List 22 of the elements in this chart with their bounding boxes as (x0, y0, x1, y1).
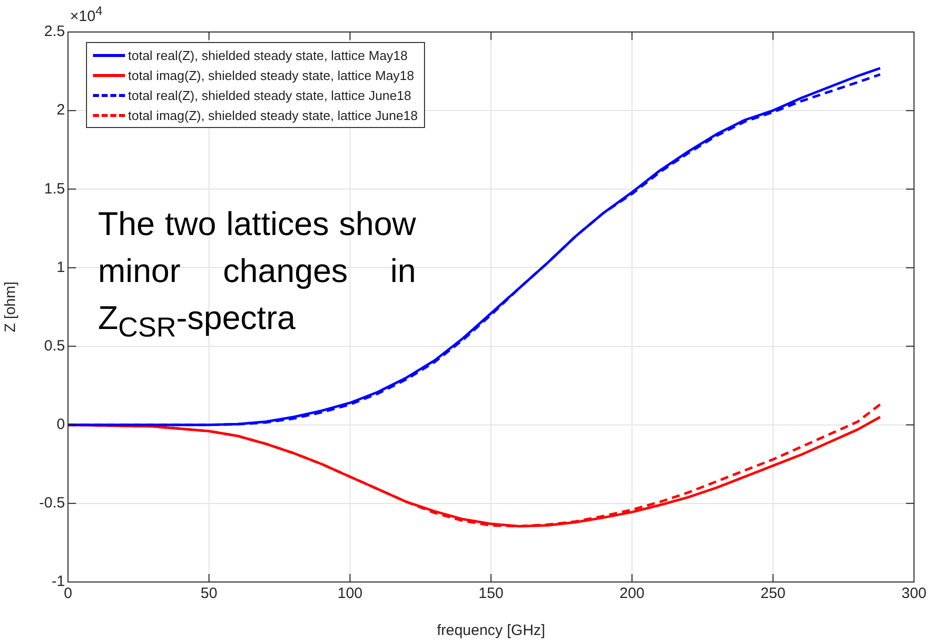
legend-label: total real(Z), shielded steady state, lattice May18 (128, 48, 408, 62)
x-tick-label: 150 (478, 585, 504, 602)
annotation: The two lattices show minor changes in Z$_{CSR}$-spectra (98, 204, 416, 345)
text: ×10$^{4}$ (70, 4, 102, 25)
x-tick-label: 50 (200, 585, 218, 602)
x-tick-label: 200 (619, 585, 645, 602)
x-axis-title: frequency [GHz] (436, 622, 546, 640)
x-tick-label: 100 (337, 585, 363, 602)
y-tick-label: 0 (56, 416, 65, 433)
legend-label: total imag(Z), shielded steady state, lattice June18 (128, 108, 418, 122)
y-axis-title: Z [ohm] (2, 282, 20, 332)
legend-label: total real(Z), shielded steady state, lattice June18 (128, 88, 412, 102)
y-tick-label: 1 (56, 258, 65, 276)
y-tick-label: 1.5 (44, 180, 65, 198)
y-tick-label: 0.5 (44, 337, 65, 354)
x-tick-label: 300 (901, 585, 927, 602)
y-tick-label: -1 (52, 573, 65, 590)
y-tick-label: 2 (56, 102, 65, 119)
y-tick-label: 2.5 (44, 23, 65, 40)
legend-label: total imag(Z), shielded steady state, lattice May18 (128, 68, 414, 82)
y-tick-label: -0.5 (39, 494, 65, 512)
x-tick-label: 250 (760, 585, 786, 602)
